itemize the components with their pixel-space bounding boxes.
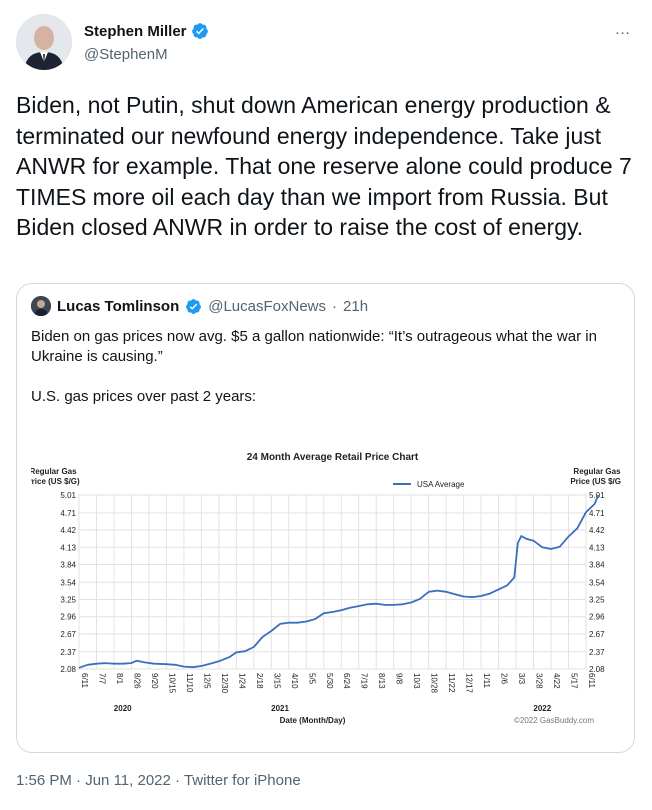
y-axis-label-right: Regular Gas [573, 467, 621, 476]
x-tick-label: 5/5 [307, 673, 316, 685]
x-tick-label: 12/5 [202, 673, 211, 689]
x-tick-label: 5/30 [325, 673, 334, 689]
x-axis-label: Date (Month/Day) [280, 716, 346, 725]
x-tick-label: 2/6 [500, 673, 509, 685]
separator-dot: · [175, 772, 181, 789]
quote-text-line: U.S. gas prices over past 2 years: [31, 388, 257, 405]
x-tick-label: 12/17 [465, 673, 474, 694]
x-tick-label: 8/26 [132, 673, 141, 689]
verified-badge-icon [191, 23, 208, 39]
x-tick-label: 6/24 [342, 673, 351, 689]
year-label: 2021 [271, 704, 289, 713]
tweet-date[interactable]: Jun 11, 2022 [85, 772, 171, 789]
y-tick-label-right: 2.67 [589, 630, 605, 639]
x-tick-label: 3/28 [535, 673, 544, 689]
x-tick-label: 3/3 [517, 673, 526, 685]
x-tick-label: 7/7 [97, 673, 106, 685]
quote-timestamp: 21h [343, 297, 369, 315]
quote-author-name: Lucas Tomlinson [57, 297, 180, 315]
y-tick-label-left: 3.84 [60, 560, 76, 569]
quote-text-line: Biden on gas prices now avg. $5 a gallon… [31, 328, 597, 365]
y-tick-label-right: 3.25 [589, 596, 605, 605]
x-tick-label: 4/22 [552, 673, 561, 689]
separator-dot: · [76, 772, 82, 789]
x-tick-label: 11/22 [447, 673, 456, 693]
y-tick-label-left: 2.96 [60, 613, 76, 622]
x-tick-label: 8/1 [115, 673, 124, 685]
tweet-footer: 1:56 PM · Jun 11, 2022 · Twitter for iPh… [16, 772, 301, 789]
year-label: 2020 [114, 704, 132, 713]
y-tick-label-right: 2.37 [589, 648, 605, 657]
x-tick-label: 10/3 [412, 673, 421, 689]
chart-svg: 5.01 5.014.71 4.714.42 4.424.13 4.133.84 3.84… [31, 452, 621, 725]
more-options-icon[interactable]: … [614, 21, 632, 38]
person-avatar-icon [16, 14, 72, 70]
chart-title: 24 Month Average Retail Price Chart [247, 452, 419, 463]
x-tick-label: 10/15 [167, 673, 176, 694]
tweet-text: Biden, not Putin, shut down American ene… [16, 92, 632, 240]
x-tick-label: 12/30 [220, 673, 229, 694]
y-tick-label-left: 2.37 [60, 648, 76, 657]
chart-credit: ©2022 GasBuddy.com [514, 716, 594, 725]
x-tick-label: 1/11 [482, 673, 491, 689]
quote-header: Lucas Tomlinson @LucasFoxNews · 21h [31, 296, 368, 316]
author-display-name[interactable]: Stephen Miller [84, 22, 187, 40]
author-avatar[interactable] [16, 14, 72, 70]
y-tick-label-right: 2.96 [589, 613, 605, 622]
y-tick-label-left: 2.08 [60, 665, 76, 674]
y-tick-label-left: 2.67 [60, 630, 76, 639]
x-tick-label: 1/24 [237, 673, 246, 689]
y-tick-label-left: 3.25 [60, 596, 76, 605]
legend-label: USA Average [417, 480, 465, 489]
author-handle[interactable]: @StephenM [84, 46, 168, 63]
tweet-source[interactable]: Twitter for iPhone [183, 772, 301, 789]
y-tick-label-right: 4.13 [589, 543, 605, 552]
x-tick-label: 9/8 [395, 673, 404, 685]
y-tick-label-left: 3.54 [60, 578, 76, 587]
y-tick-label-left: 4.71 [60, 509, 76, 518]
y-tick-label-left: 4.13 [60, 543, 76, 552]
y-tick-label-left: 4.42 [60, 526, 76, 535]
y-axis-label-right: Price (US $/G) [570, 477, 621, 486]
y-tick-label-right: 2.08 [589, 665, 605, 674]
separator-dot: · [332, 297, 338, 315]
x-tick-label: 11/10 [185, 673, 194, 693]
quote-author-avatar [31, 296, 51, 316]
x-tick-label: 10/28 [430, 673, 439, 694]
verified-badge-icon [186, 298, 202, 314]
x-tick-label: 6/11 [587, 673, 596, 689]
year-label: 2022 [533, 704, 551, 713]
y-axis-label-left: Price (US $/G) [31, 477, 80, 486]
x-tick-label: 2/18 [255, 673, 264, 689]
x-tick-label: 5/17 [570, 673, 579, 689]
quote-tweet[interactable]: Lucas Tomlinson @LucasFoxNews · 21h Bide… [16, 283, 635, 753]
x-tick-label: 3/15 [272, 673, 281, 689]
y-tick-label-right: 4.71 [589, 509, 605, 518]
x-tick-label: 9/20 [150, 673, 159, 689]
quote-author-handle: @LucasFoxNews [208, 297, 327, 315]
y-tick-label-left: 5.01 [60, 491, 76, 500]
tweet-header: Stephen Miller @StephenM … [16, 14, 636, 70]
author-name-row: Stephen Miller [84, 22, 209, 40]
y-tick-label-right: 3.54 [589, 578, 605, 587]
x-tick-label: 8/13 [377, 673, 386, 689]
person-avatar-icon [31, 296, 51, 316]
gas-price-chart[interactable]: 5.01 5.01 4.71 4.71 4.42 4.42 4.13 4.13 3.84 3.84… [31, 440, 621, 740]
tweet-time[interactable]: 1:56 PM [16, 772, 72, 789]
y-tick-label-right: 4.42 [589, 526, 605, 535]
y-tick-label-right: 3.84 [589, 560, 605, 569]
x-tick-label: 7/19 [360, 673, 369, 689]
series-line-usa-average [78, 494, 600, 669]
x-tick-label: 4/10 [290, 673, 299, 689]
x-tick-label: 6/11 [80, 673, 89, 689]
y-axis-label-left: Regular Gas [31, 467, 77, 476]
quote-text: Biden on gas prices now avg. $5 a gallon… [31, 327, 621, 407]
